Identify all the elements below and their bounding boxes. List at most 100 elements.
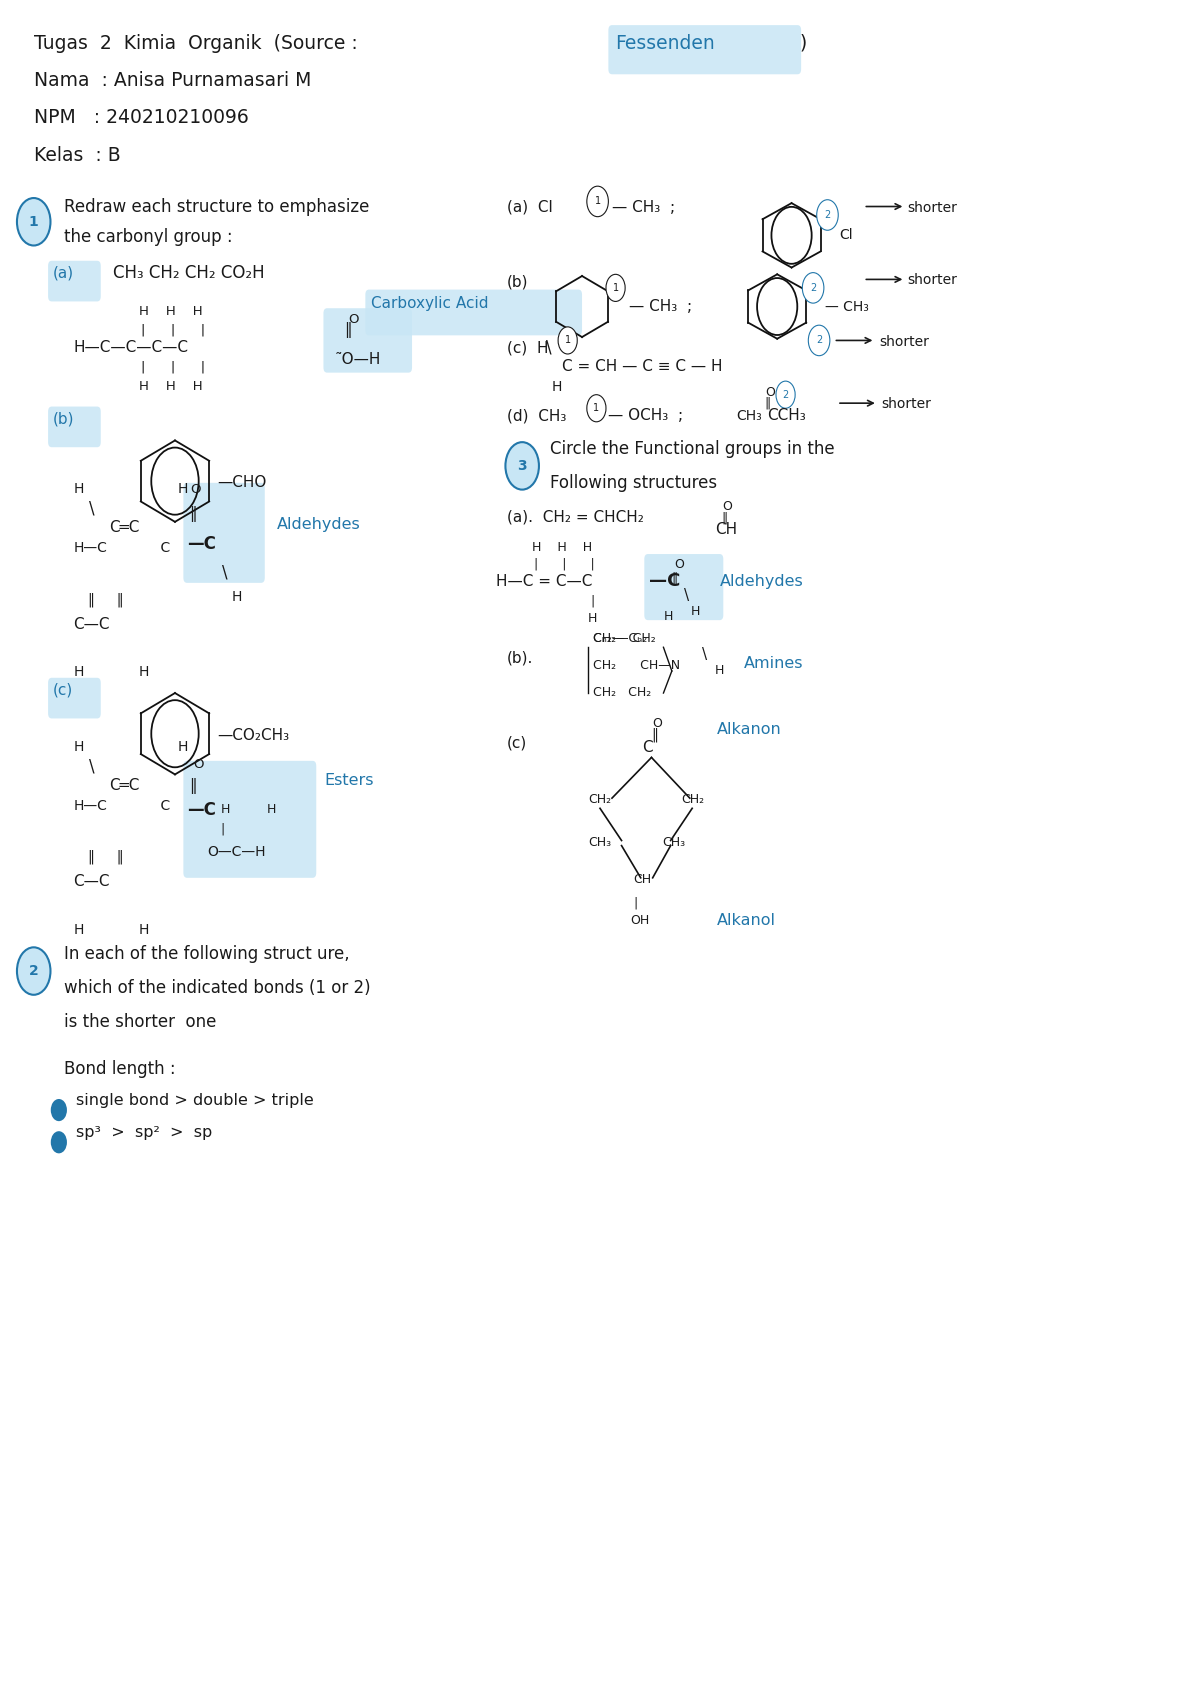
Text: OH: OH [630, 914, 649, 927]
Text: H    H    H: H H H [532, 540, 592, 554]
Text: H: H [715, 664, 725, 678]
Circle shape [17, 947, 50, 995]
FancyBboxPatch shape [48, 261, 101, 302]
Text: which of the indicated bonds (1 or 2): which of the indicated bonds (1 or 2) [64, 980, 371, 997]
Text: O: O [193, 757, 204, 771]
Text: H: H [139, 922, 150, 937]
Text: shorter: shorter [878, 335, 929, 348]
Text: 1: 1 [29, 214, 38, 229]
Text: —C: —C [187, 801, 216, 818]
Text: O: O [766, 387, 775, 399]
Text: CH₂: CH₂ [588, 793, 611, 807]
Circle shape [17, 199, 50, 246]
FancyBboxPatch shape [48, 406, 101, 447]
Text: CH₃ CH₂ CH₂ CO₂H: CH₃ CH₂ CH₂ CO₂H [113, 263, 264, 282]
FancyBboxPatch shape [184, 482, 265, 582]
Text: Cₕ₂— Cₕ₂: Cₕ₂— Cₕ₂ [593, 632, 647, 645]
Text: — OCH₃  ;: — OCH₃ ; [608, 408, 684, 423]
Text: Esters: Esters [325, 773, 374, 788]
Text: CH₃: CH₃ [588, 835, 611, 849]
Text: 2: 2 [816, 336, 822, 345]
Text: Alkanol: Alkanol [718, 914, 776, 929]
Text: O: O [348, 314, 359, 326]
Text: H: H [178, 482, 187, 496]
Text: Bond length :: Bond length : [64, 1061, 175, 1078]
Text: H: H [268, 803, 276, 817]
Text: O: O [722, 499, 732, 513]
Text: the carbonyl group :: the carbonyl group : [64, 228, 233, 246]
Text: ‖     ‖: ‖ ‖ [88, 851, 124, 864]
Text: H: H [232, 591, 241, 604]
Text: single bond > double > triple: single bond > double > triple [76, 1094, 313, 1109]
FancyBboxPatch shape [644, 554, 724, 620]
Text: 1: 1 [565, 336, 571, 345]
Circle shape [817, 200, 839, 231]
Text: is the shorter  one: is the shorter one [64, 1014, 216, 1031]
Text: Circle the Functional groups in the: Circle the Functional groups in the [550, 440, 834, 458]
Text: C═C: C═C [109, 778, 139, 793]
Text: Amines: Amines [744, 655, 803, 671]
Text: 3: 3 [517, 458, 527, 472]
Text: H: H [221, 803, 230, 817]
Text: CH₂      CH—N: CH₂ CH—N [593, 659, 680, 672]
Text: |      |      |: | | | [534, 557, 595, 571]
Text: CH₃: CH₃ [662, 835, 685, 849]
Text: H—C: H—C [73, 542, 107, 555]
Text: H—C—C—C—C: H—C—C—C—C [73, 340, 188, 355]
Text: H: H [178, 740, 187, 754]
Text: |: | [221, 822, 224, 835]
Circle shape [52, 1100, 66, 1121]
Text: CH₂: CH₂ [682, 793, 704, 807]
Text: CH₂— CH₂: CH₂— CH₂ [593, 632, 655, 645]
Text: C = CH — C ≡ C — H: C = CH — C ≡ C — H [562, 358, 722, 374]
Text: O: O [653, 717, 662, 730]
Text: ‖: ‖ [672, 571, 678, 584]
Text: ): ) [800, 34, 808, 53]
Text: H—C = C—C: H—C = C—C [496, 574, 593, 589]
Text: Nama  : Anisa Purnamasari M: Nama : Anisa Purnamasari M [34, 71, 311, 90]
FancyBboxPatch shape [324, 309, 412, 372]
Text: H: H [73, 482, 84, 496]
Text: |      |      |: | | | [142, 324, 205, 336]
Text: H: H [73, 666, 84, 679]
Text: |      |      |: | | | [142, 362, 205, 374]
Text: H: H [73, 740, 84, 754]
Text: ‖     ‖: ‖ ‖ [88, 593, 124, 606]
Text: H—C: H—C [73, 800, 107, 813]
FancyBboxPatch shape [48, 678, 101, 718]
Text: — CH₃  ;: — CH₃ ; [612, 200, 676, 214]
Text: (c)  H: (c) H [506, 340, 548, 355]
Text: O: O [191, 482, 202, 496]
Text: H: H [73, 922, 84, 937]
Text: H: H [552, 380, 563, 394]
FancyBboxPatch shape [365, 290, 582, 335]
FancyBboxPatch shape [608, 25, 802, 75]
Text: \: \ [89, 499, 95, 518]
Text: C: C [143, 800, 170, 813]
Circle shape [505, 441, 539, 489]
Circle shape [587, 187, 608, 217]
Text: —C: —C [649, 572, 680, 591]
Text: ‖: ‖ [190, 778, 197, 793]
Text: 1: 1 [612, 284, 619, 292]
Text: CH: CH [634, 873, 652, 886]
Text: shorter: shorter [907, 273, 958, 287]
Text: C—C: C—C [73, 616, 109, 632]
Text: Tugas  2  Kimia  Organik  (Source :: Tugas 2 Kimia Organik (Source : [34, 34, 358, 53]
Text: ˜O—H: ˜O—H [335, 351, 380, 367]
Text: shorter: shorter [881, 397, 931, 411]
Text: Redraw each structure to emphasize: Redraw each structure to emphasize [64, 197, 370, 216]
Text: ‖: ‖ [764, 397, 770, 409]
Text: (c): (c) [53, 683, 73, 698]
Text: H: H [139, 666, 150, 679]
Text: ‖: ‖ [652, 728, 659, 742]
Text: —CO₂CH₃: —CO₂CH₃ [217, 728, 289, 744]
Text: —CHO: —CHO [217, 475, 266, 491]
Circle shape [809, 326, 830, 355]
Text: (a): (a) [53, 265, 74, 280]
Circle shape [52, 1133, 66, 1153]
Text: \: \ [89, 757, 95, 774]
Text: (c): (c) [506, 735, 527, 751]
Text: NPM   : 240210210096: NPM : 240210210096 [34, 109, 248, 127]
Text: ‖: ‖ [190, 506, 197, 523]
